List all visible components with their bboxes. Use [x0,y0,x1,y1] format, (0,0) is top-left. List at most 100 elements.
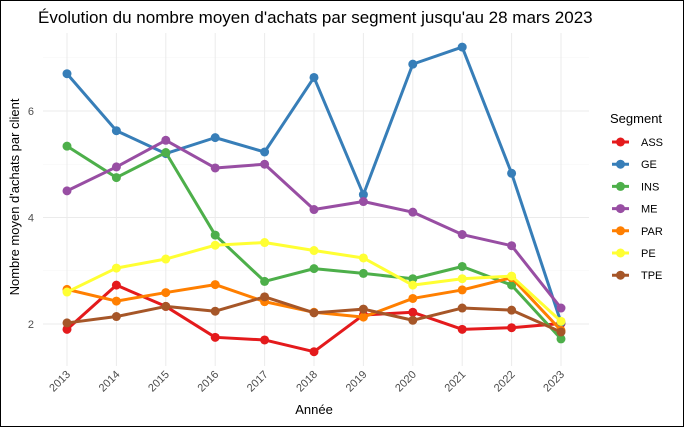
legend-swatch-point [616,204,625,214]
data-point [210,163,220,173]
data-point [457,42,467,52]
data-point [62,318,72,328]
data-point [457,274,467,284]
data-point [62,141,72,151]
data-point [62,324,72,334]
data-point [111,162,121,172]
data-point [358,304,368,314]
data-point [358,253,368,263]
x-tick-label: 2014 [97,369,123,395]
legend-label: GE [641,159,657,171]
series-lines [62,42,566,357]
data-point [358,190,368,200]
data-point [507,271,517,281]
data-point [309,347,319,357]
legend-swatch-point [616,159,625,169]
data-point [62,69,72,79]
data-point [62,287,72,297]
data-point [210,230,220,240]
legend-swatch-point [616,137,625,147]
data-point [210,133,220,143]
data-point [111,296,121,306]
data-point [210,240,220,250]
data-point [210,280,220,290]
legend-label: PAR [641,226,663,238]
x-tick-label: 2016 [196,369,222,395]
data-point [408,280,418,290]
data-point [507,323,517,333]
data-point [408,315,418,325]
data-point [260,238,270,248]
data-point [309,205,319,215]
data-point [210,306,220,316]
data-point [111,126,121,136]
chart-title: Évolution du nombre moyen d'achats par s… [38,8,593,27]
data-point [260,292,270,302]
data-point [408,293,418,303]
data-point [408,274,418,284]
data-point [457,303,467,313]
data-point [408,307,418,317]
data-point [556,334,566,344]
data-point [408,59,418,69]
y-axis-title: Nombre moyen d'achats par client [7,98,22,295]
y-tick-label: 2 [28,319,34,331]
legend-label: ASS [641,137,663,149]
data-point [457,324,467,334]
data-point [457,285,467,295]
data-point [161,288,171,298]
x-tick-label: 2022 [492,369,518,395]
x-tick-label: 2020 [393,369,419,395]
legend-item-me: ME [612,204,658,216]
legend-item-tpe: TPE [612,270,662,282]
legend-item-ge: GE [612,159,657,171]
data-point [111,173,121,183]
data-point [111,280,121,290]
data-point [358,312,368,322]
legend-item-par: PAR [612,226,663,238]
x-tick-label: 2021 [443,369,469,395]
x-tick-label: 2019 [344,369,370,395]
data-point [556,327,566,337]
legend-title: Segment [610,111,662,126]
legend-label: ME [641,204,658,216]
data-point [507,241,517,251]
legend: Segment ASS GE INS ME PAR PE TPE [610,111,663,282]
data-point [358,197,368,207]
data-point [161,148,171,158]
data-point [457,230,467,240]
data-point [161,135,171,145]
data-point [309,72,319,82]
data-point [260,276,270,286]
data-point [408,207,418,217]
legend-swatch-point [616,181,625,191]
legend-item-ins: INS [612,181,659,193]
data-point [507,305,517,315]
y-tick-label: 4 [28,213,34,225]
data-point [556,303,566,313]
legend-item-pe: PE [612,248,656,260]
data-point [309,246,319,256]
data-point [161,254,171,264]
legend-label: TPE [641,270,662,282]
legend-item-ass: ASS [612,137,663,149]
data-point [457,261,467,271]
legend-label: PE [641,248,656,260]
data-point [210,332,220,342]
data-point [507,168,517,178]
axis-ticks: 2 4 6 2013 2014 2015 2016 2017 2018 2019 2020 2021 2… [28,106,567,394]
x-tick-label: 2015 [146,369,172,395]
data-point [111,263,121,273]
legend-swatch-point [616,248,625,258]
data-point [309,264,319,274]
legend-swatch-point [616,226,625,236]
x-tick-label: 2017 [245,369,271,395]
data-point [260,147,270,157]
data-point [309,308,319,318]
legend-swatch-point [616,270,625,280]
series-pe [62,238,566,326]
data-point [260,159,270,169]
x-axis-title: Année [295,402,333,417]
